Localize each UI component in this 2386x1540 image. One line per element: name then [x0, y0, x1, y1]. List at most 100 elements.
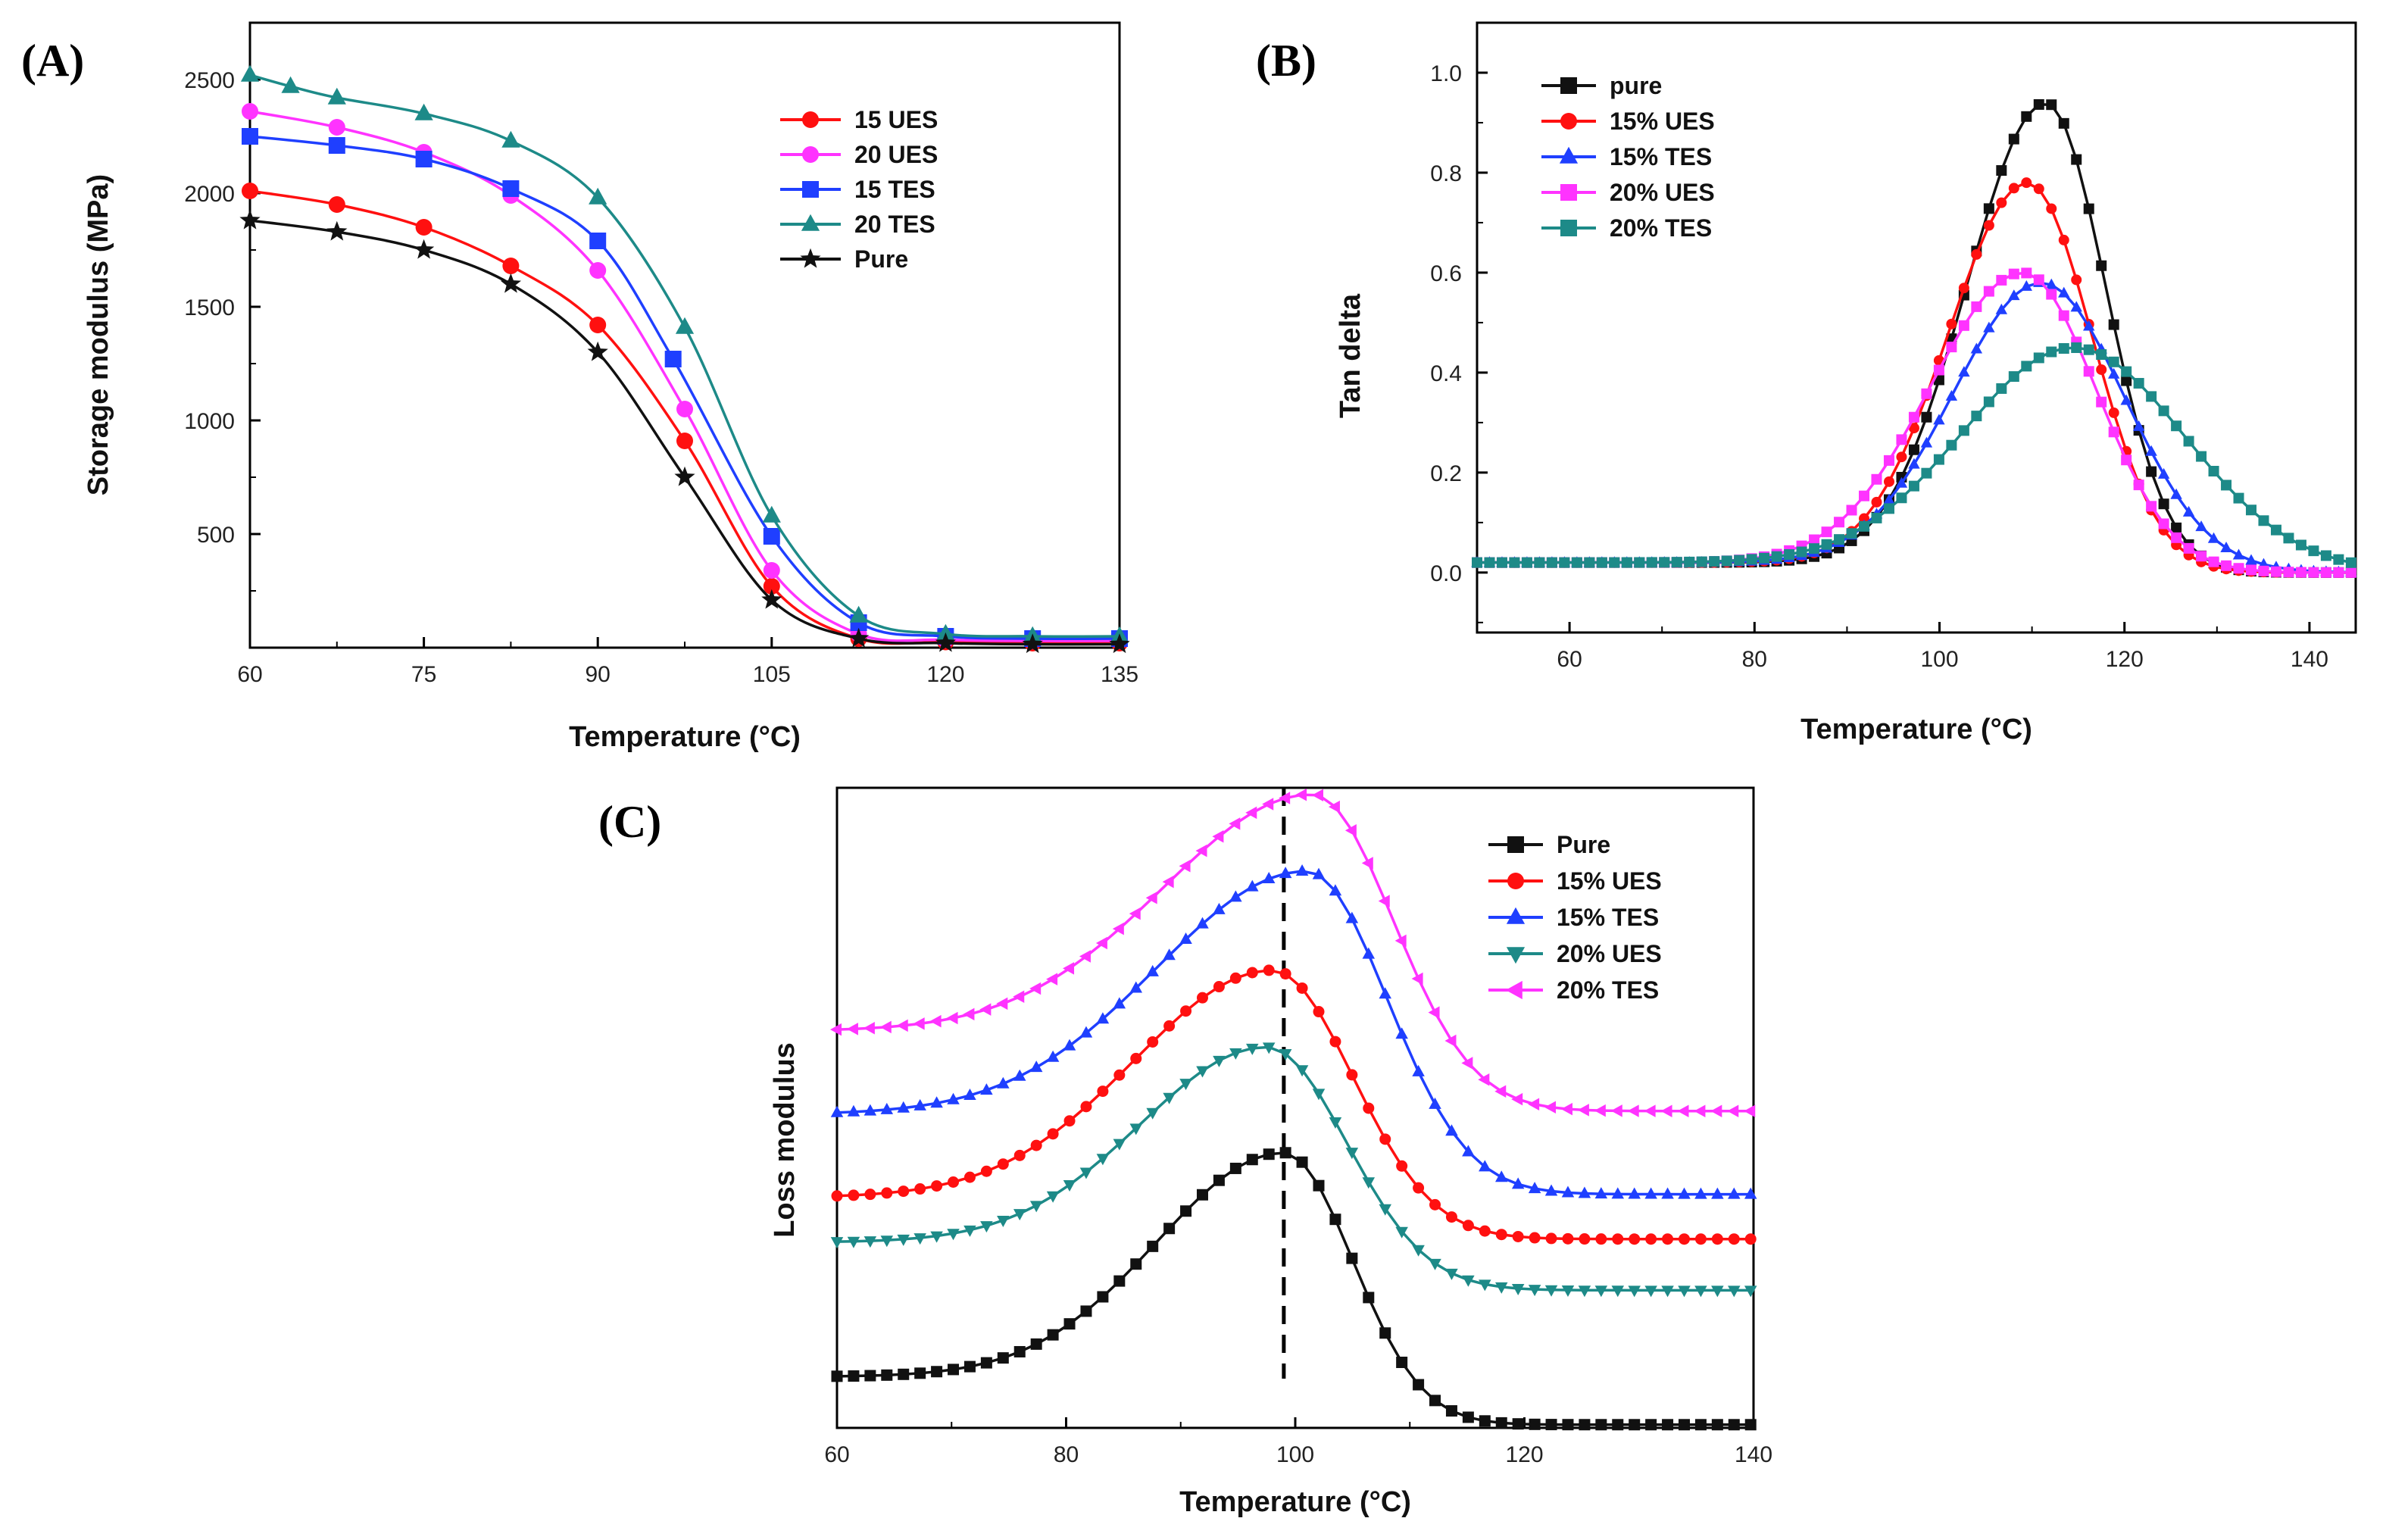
data-point: [415, 219, 433, 236]
data-point: [1279, 1049, 1292, 1061]
data-point: [763, 562, 780, 579]
data-point: [1896, 492, 1907, 504]
data-point: [2158, 405, 2169, 417]
data-point: [980, 1221, 993, 1233]
data-point: [1621, 557, 1632, 568]
legend-marker: [1507, 873, 1524, 889]
data-point: [1528, 1285, 1541, 1297]
data-point: [1661, 1187, 1674, 1199]
data-point: [1595, 1233, 1607, 1245]
data-point: [2146, 501, 2157, 512]
data-point: [1945, 389, 1958, 401]
data-point: [1472, 557, 1482, 568]
data-point: [1744, 1285, 1757, 1298]
data-point: [2021, 177, 2032, 189]
data-point: [761, 589, 782, 609]
data-point: [1596, 557, 1607, 568]
data-point: [1834, 517, 1845, 528]
y-tick-label: 0.4: [1430, 361, 1462, 386]
chart-panel-a: (A) 60 75 90 105 120 135 500 1000 1500 2000 2500 1…: [21, 21, 1138, 753]
data-point: [1279, 968, 1291, 980]
data-point: [1995, 303, 2008, 314]
data-point: [1411, 972, 1423, 986]
data-point: [997, 1158, 1009, 1170]
data-point: [1179, 932, 1192, 944]
data-point: [1694, 1285, 1707, 1298]
data-point: [864, 1189, 876, 1201]
panel-b-letter: (B): [1256, 36, 1316, 86]
data-point: [1971, 301, 1982, 312]
data-point: [1728, 1187, 1741, 1199]
data-point: [2108, 319, 2119, 330]
data-point: [1744, 1419, 1757, 1431]
panel-a-letter: (A): [21, 36, 84, 86]
data-point: [2171, 532, 2182, 543]
data-point: [2021, 361, 2032, 372]
legend-marker: [802, 181, 819, 198]
x-tick-label: 100: [1276, 1442, 1314, 1467]
data-point: [2058, 342, 2069, 354]
data-point: [1412, 1245, 1425, 1257]
data-point: [1478, 1073, 1490, 1086]
data-point: [1721, 555, 1732, 567]
data-point: [1479, 1160, 1491, 1172]
data-point: [1312, 867, 1326, 879]
data-point: [1063, 1115, 1076, 1127]
data-point: [930, 1231, 943, 1243]
data-point: [328, 119, 345, 136]
data-point: [2333, 567, 2344, 578]
data-point: [1312, 789, 1324, 801]
data-point: [1678, 1187, 1691, 1199]
data-point: [1413, 1182, 1425, 1194]
data-point: [2221, 479, 2232, 491]
data-point: [2308, 545, 2319, 557]
data-point: [1046, 1050, 1060, 1062]
data-point: [1579, 1419, 1591, 1431]
data-point: [1229, 890, 1242, 902]
data-point: [847, 1236, 860, 1248]
data-point: [2033, 98, 2044, 110]
panel-a-x-axis-label: Temperature (°C): [569, 721, 801, 753]
data-point: [1129, 981, 1143, 993]
data-point: [1671, 557, 1682, 568]
data-point: [2083, 344, 2094, 355]
data-point: [501, 130, 520, 148]
data-point: [1883, 476, 1894, 487]
data-point: [1859, 520, 1870, 532]
data-point: [1946, 318, 1957, 330]
data-point: [963, 1007, 975, 1021]
data-point: [2182, 505, 2195, 517]
data-point: [1379, 1133, 1391, 1145]
data-point: [914, 1367, 926, 1379]
data-point: [1396, 1160, 1408, 1172]
data-point: [242, 183, 258, 199]
data-point: [1728, 1233, 1740, 1245]
panel-c-axes: 60 80 100 120 140: [824, 1417, 1772, 1467]
data-point: [1971, 248, 1982, 260]
data-point: [864, 1370, 876, 1382]
data-point: [2146, 466, 2157, 477]
data-point: [2245, 554, 2257, 565]
data-point: [1213, 1055, 1226, 1067]
data-point: [1545, 1419, 1557, 1431]
data-point: [997, 1076, 1010, 1089]
data-point: [1394, 934, 1407, 948]
data-point: [1534, 557, 1545, 568]
data-point: [2008, 289, 2020, 301]
data-point: [1429, 1258, 1441, 1270]
data-point: [1013, 990, 1025, 1004]
data-point: [1296, 1156, 1308, 1168]
data-point: [2195, 520, 2207, 532]
data-point: [1821, 539, 1832, 550]
data-point: [500, 273, 522, 293]
panel-a-y-axis-label: Storage modulus (MPa): [83, 174, 114, 495]
data-point: [1727, 1104, 1739, 1117]
data-point: [863, 1022, 875, 1035]
data-point: [1079, 950, 1091, 963]
data-point: [1246, 879, 1259, 892]
data-point: [1196, 1066, 1209, 1078]
data-point: [1145, 892, 1157, 904]
y-tick-label: 0.6: [1430, 261, 1462, 286]
